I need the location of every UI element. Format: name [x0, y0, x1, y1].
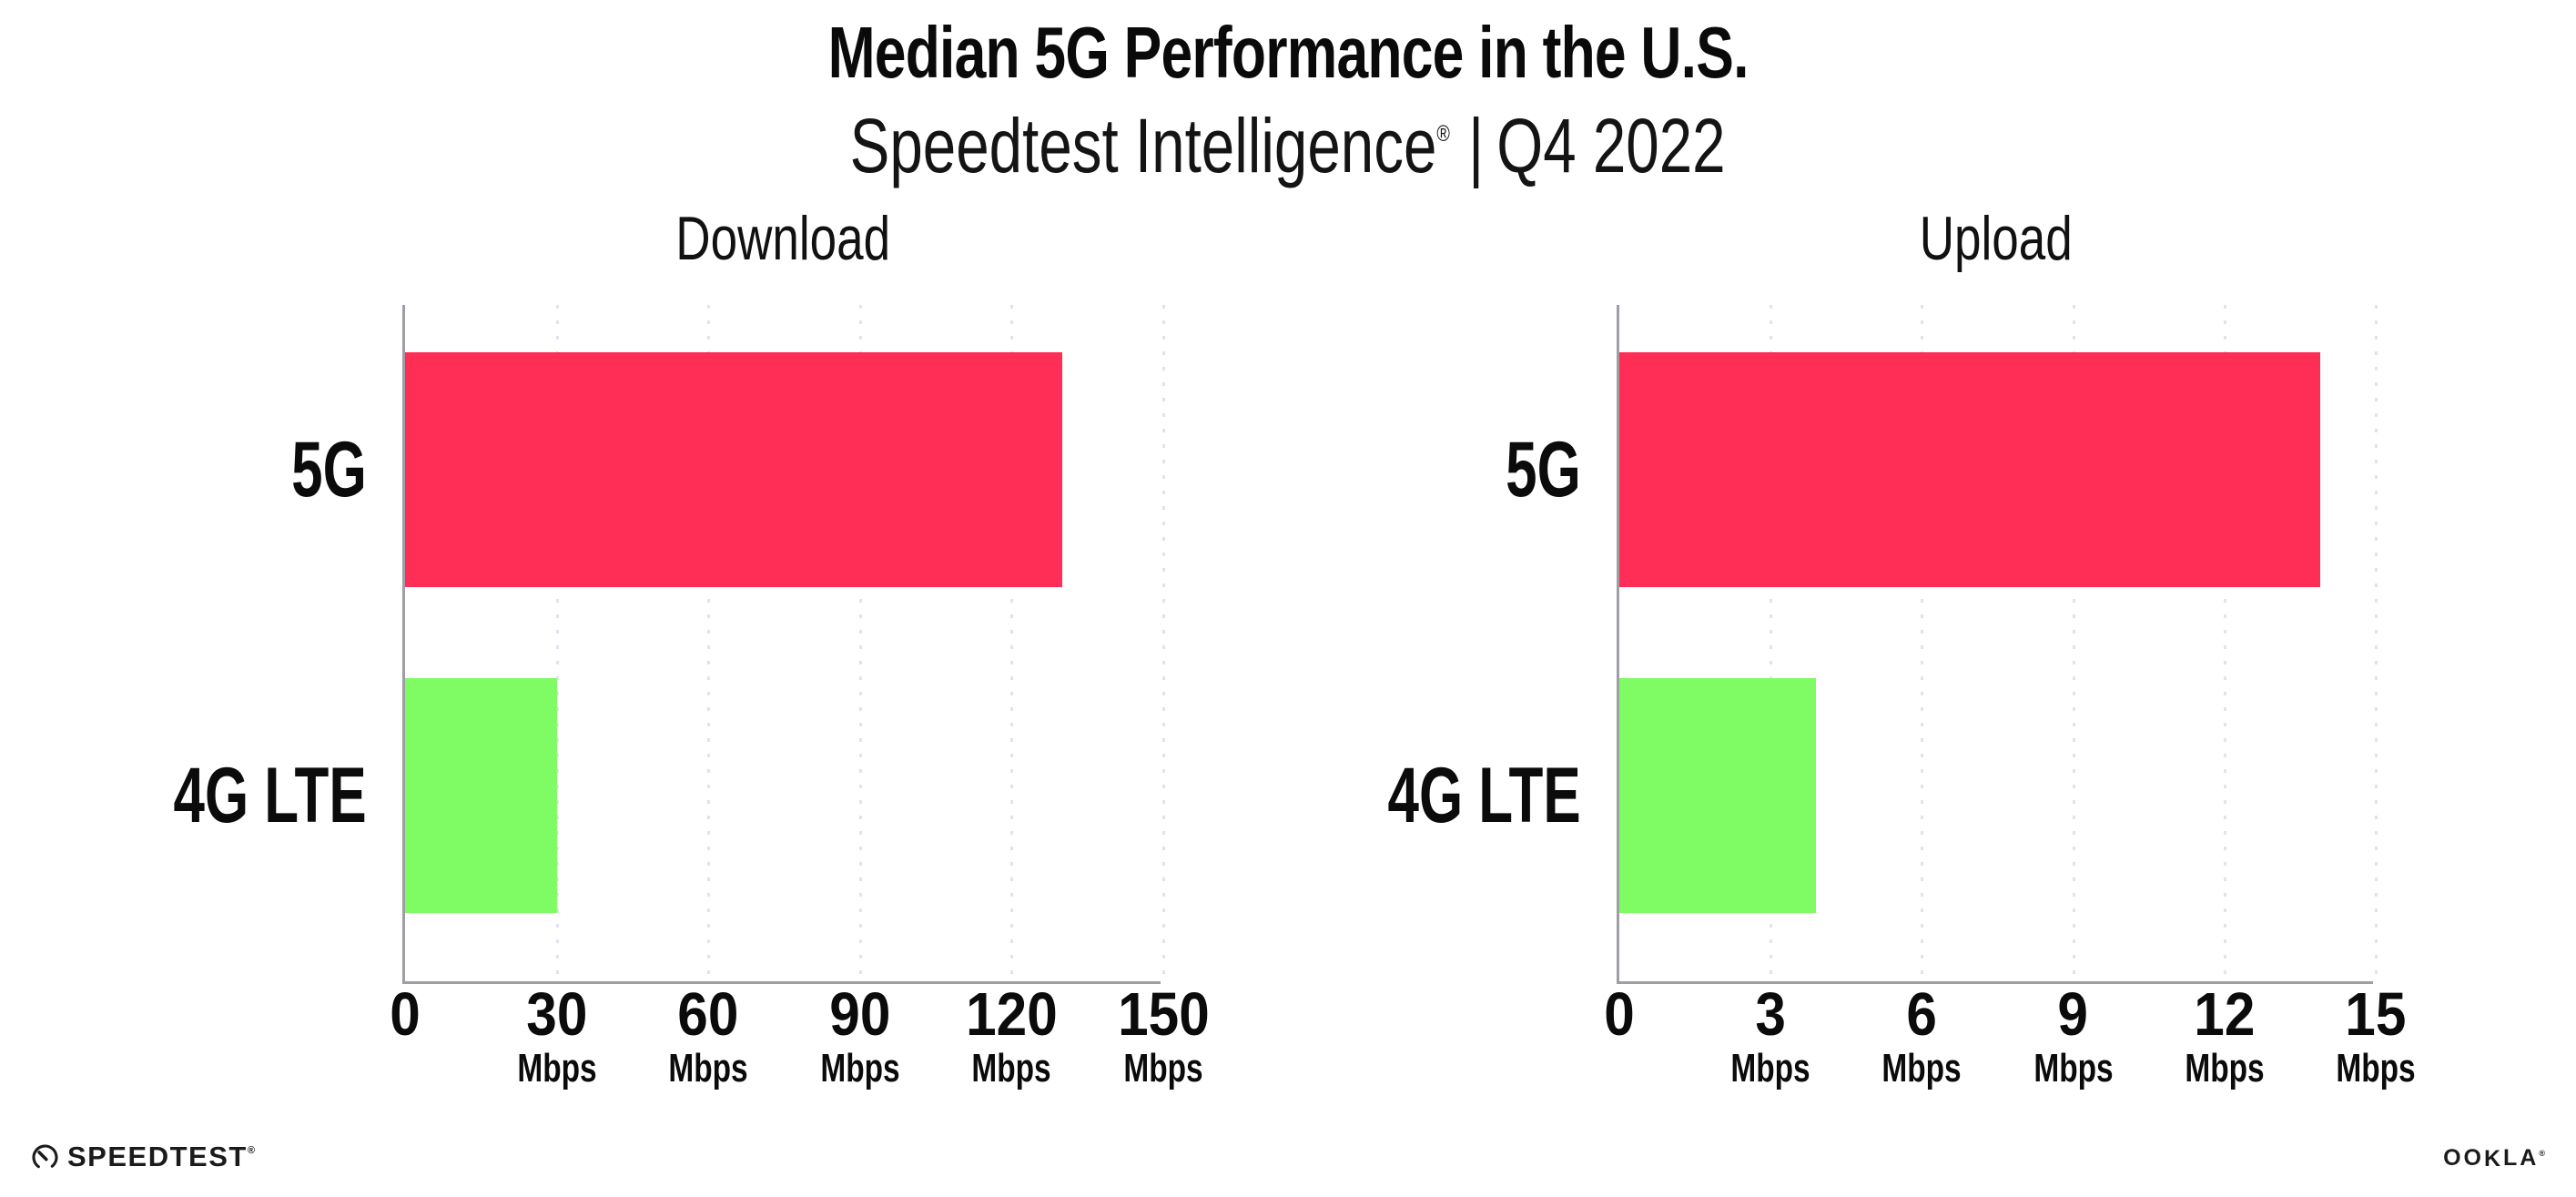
chart-plot-upload: Upload 5G 4G LTE 0 3 Mbps 6 Mbps 9 Mbps 12 Mbps 15 Mb…	[1388, 204, 2416, 1089]
x-tick-upload-0: 0	[1604, 980, 1635, 1049]
ookla-wordmark: OOKLA®	[2443, 1145, 2545, 1172]
gridline-download-60	[707, 305, 711, 981]
gridline-download-30	[555, 305, 559, 981]
x-tick-download-60: 60 Mbps	[668, 980, 748, 1091]
x-tick-download-150: 150 Mbps	[1117, 980, 1210, 1091]
ookla-stylized-k: K	[2483, 1146, 2504, 1172]
gridline-download-150	[1162, 305, 1165, 981]
x-tick-upload-12: 12 Mbps	[2185, 980, 2265, 1091]
category-label-download-4g-lte: 4G LTE	[173, 751, 367, 839]
x-tick-upload-9: 9 Mbps	[2033, 980, 2114, 1091]
bar-download-5g	[405, 352, 1062, 587]
subtitle-brand: Speedtest Intelligence	[850, 103, 1437, 188]
x-tick-download-0: 0	[390, 980, 421, 1049]
ookla-logo: OOKLA®	[2443, 1145, 2545, 1172]
gridline-upload-9	[2072, 305, 2075, 981]
bar-download-4g-lte	[405, 678, 557, 913]
registered-mark: ®	[247, 1145, 257, 1156]
bar-upload-4g-lte	[1619, 678, 1817, 913]
chart-plot-download: Download 5G 4G LTE 0 30 Mbps 60 Mbps 90 Mbps 120 Mb…	[174, 204, 1209, 1089]
registered-mark: ®	[1436, 120, 1451, 147]
page-subtitle: Speedtest Intelligence® | Q4 2022	[0, 102, 2576, 190]
category-label-download-5g: 5G	[291, 425, 367, 513]
page-title: Median 5G Performance in the U.S.	[827, 12, 1749, 93]
x-tick-download-30: 30 Mbps	[516, 980, 597, 1091]
subtitle-period: Q4 2022	[1496, 103, 1726, 188]
x-tick-download-90: 90 Mbps	[820, 980, 900, 1091]
bar-upload-5g	[1619, 352, 2321, 587]
category-label-upload-4g-lte: 4G LTE	[1387, 751, 1581, 839]
gridline-upload-6	[1921, 305, 1924, 981]
gridline-download-90	[858, 305, 862, 981]
speedtest-gauge-icon	[32, 1143, 58, 1171]
gridline-upload-15	[2375, 305, 2378, 981]
x-tick-upload-3: 3 Mbps	[1730, 980, 1810, 1091]
chart-title-download: Download	[675, 204, 890, 273]
subtitle-separator: |	[1468, 103, 1485, 188]
x-tick-upload-15: 15 Mbps	[2336, 980, 2416, 1091]
header: Median 5G Performance in the U.S. Speedt…	[0, 0, 2576, 190]
speedtest-logo: SPEEDTEST®	[31, 1138, 256, 1176]
x-tick-upload-6: 6 Mbps	[1881, 980, 1962, 1091]
registered-mark: ®	[2539, 1149, 2545, 1158]
x-tick-download-120: 120 Mbps	[966, 980, 1058, 1091]
gridline-upload-3	[1770, 305, 1773, 981]
gridline-upload-12	[2223, 305, 2226, 981]
gridline-download-120	[1010, 305, 1014, 981]
category-label-upload-5g: 5G	[1506, 425, 1581, 513]
chart-title-upload: Upload	[1919, 204, 2074, 273]
speedtest-wordmark: SPEEDTEST®	[67, 1141, 257, 1172]
